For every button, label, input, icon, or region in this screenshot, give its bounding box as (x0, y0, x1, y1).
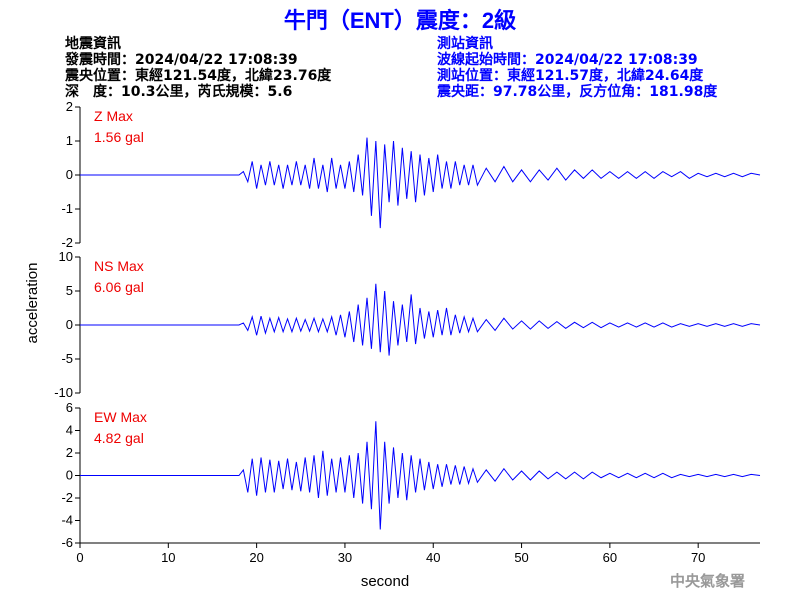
y-tick-label: -2 (61, 235, 73, 250)
x-tick-label: 10 (161, 550, 175, 565)
y-tick-label: 5 (66, 283, 73, 298)
max-label: 1.56 gal (94, 129, 144, 145)
waveform (80, 283, 761, 356)
x-tick-label: 30 (338, 550, 352, 565)
y-tick-label: -1 (61, 201, 73, 216)
info-left: 深 度：10.3公里，芮氏規模：5.6 (65, 83, 292, 100)
y-tick-label: -6 (61, 535, 73, 550)
x-tick-label: 20 (249, 550, 263, 565)
annotation: EW Max (94, 409, 147, 425)
chart-title: 牛門（ENT）震度：2級 (284, 8, 516, 33)
y-tick-label: 2 (66, 99, 73, 114)
waveform (80, 137, 761, 229)
x-tick-label: 50 (514, 550, 528, 565)
x-axis-label: second (361, 573, 409, 590)
y-tick-label: 4 (66, 423, 73, 438)
y-tick-label: 10 (59, 249, 73, 264)
info-left: 發震時間：2024/04/22 17:08:39 (64, 51, 298, 68)
annotation: NS Max (94, 258, 144, 274)
info-right: 測站位置：東經121.57度，北緯24.64度 (437, 67, 704, 84)
annotation: Z Max (94, 108, 133, 124)
info-left: 震央位置：東經121.54度，北緯23.76度 (64, 67, 332, 84)
max-label: 6.06 gal (94, 279, 144, 295)
y-tick-label: 1 (66, 133, 73, 148)
y-tick-label: 0 (66, 167, 73, 182)
max-label: 4.82 gal (94, 430, 144, 446)
x-tick-label: 60 (603, 550, 617, 565)
y-tick-label: 6 (66, 400, 73, 415)
y-tick-label: -10 (54, 385, 73, 400)
y-tick-label: 0 (66, 468, 73, 483)
x-tick-label: 40 (426, 550, 440, 565)
info-right: 波線起始時間：2024/04/22 17:08:39 (437, 51, 698, 68)
y-tick-label: -2 (61, 490, 73, 505)
waveform (80, 421, 761, 530)
footer: 中央氣象署 (670, 572, 745, 590)
info-left: 地震資訊 (65, 35, 121, 52)
y-tick-label: 0 (66, 317, 73, 332)
y-tick-label: -4 (61, 513, 73, 528)
x-tick-label: 70 (691, 550, 705, 565)
y-tick-label: -5 (61, 351, 73, 366)
y-axis-label: acceleration (24, 263, 41, 344)
x-tick-label: 0 (76, 550, 83, 565)
info-right: 震央距：97.78公里，反方位角：181.98度 (436, 83, 718, 100)
y-tick-label: 2 (66, 445, 73, 460)
info-right: 測站資訊 (437, 35, 493, 52)
